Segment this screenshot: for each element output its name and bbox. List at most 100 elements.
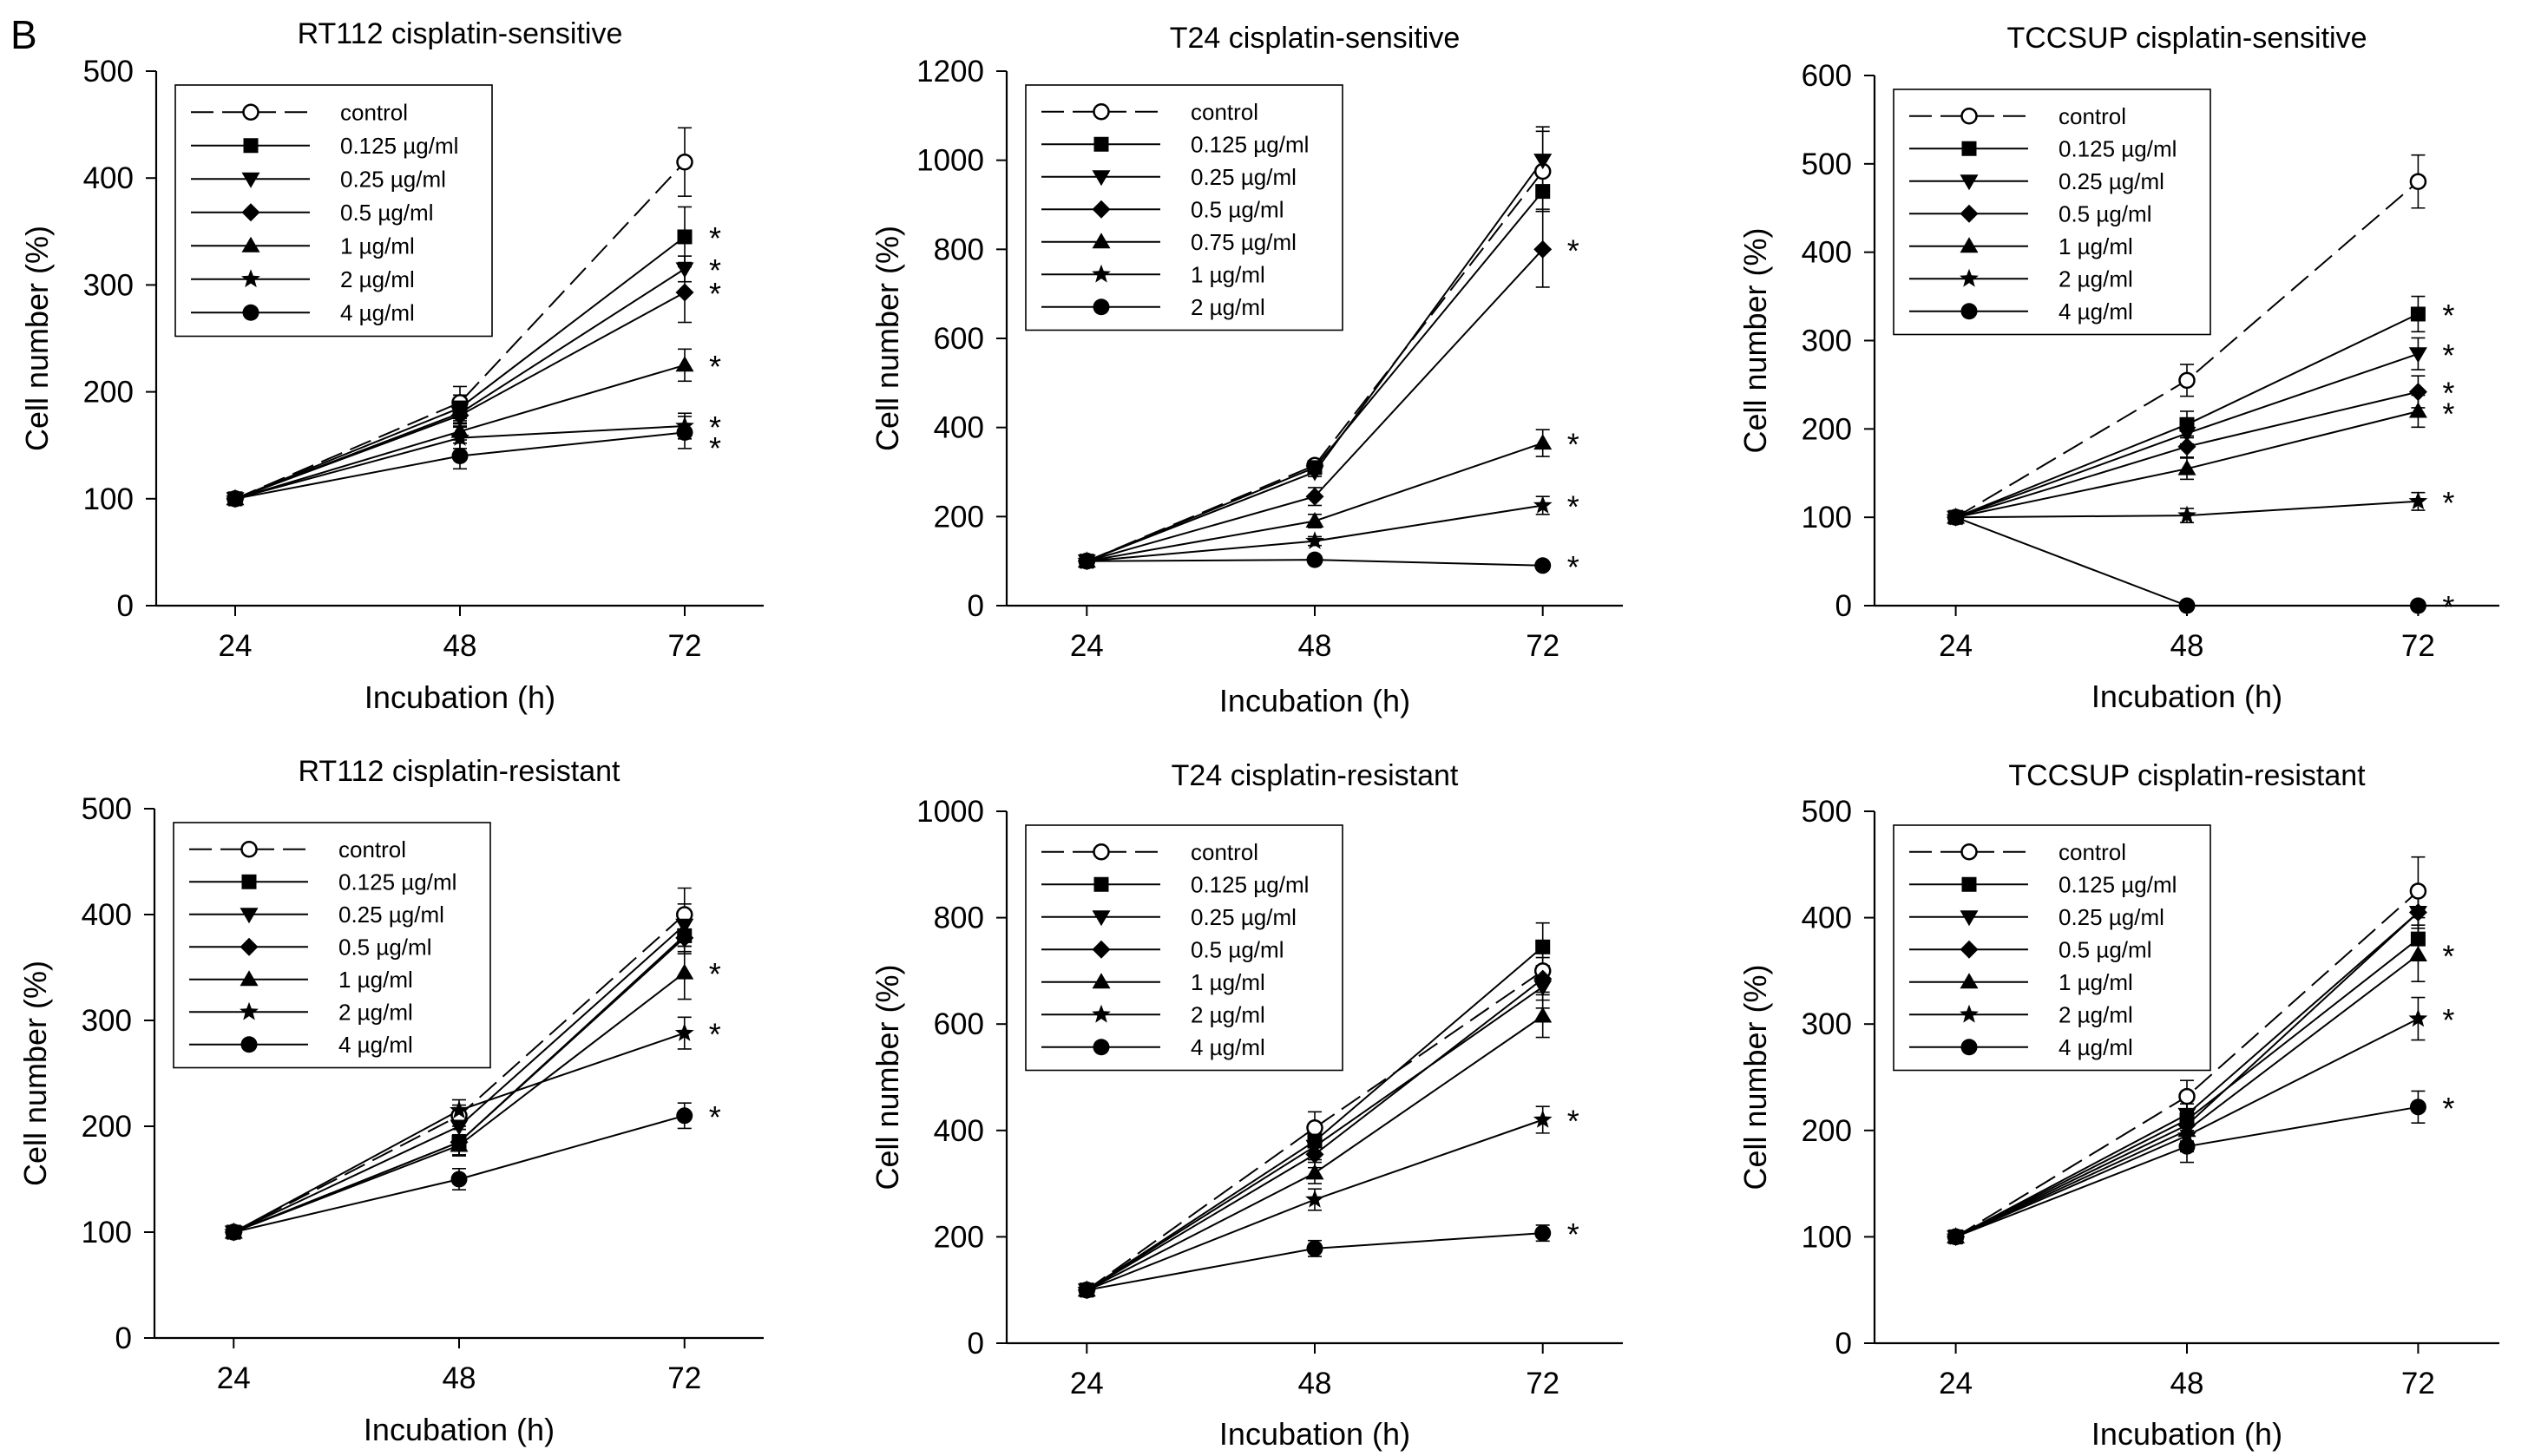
charts-grid: RT112 cisplatin-sensitive 0 100 200 300 400 50… xyxy=(17,17,2499,1452)
y-tick-label: 400 xyxy=(934,411,984,445)
legend-label: 4 µg/ml xyxy=(2059,298,2133,325)
significance-asterisk: * xyxy=(709,253,721,288)
y-tick-label: 600 xyxy=(1802,59,1852,93)
data-point xyxy=(2177,1107,2196,1124)
y-axis-label: Cell number (%) xyxy=(1737,227,1773,453)
legend-label: control xyxy=(340,99,408,125)
legend-label: 4 µg/ml xyxy=(340,299,415,325)
data-point xyxy=(1305,1190,1324,1208)
data-point xyxy=(451,448,469,465)
data-point xyxy=(2177,1125,2196,1144)
chart-2: T24 cisplatin-sensitive 0 200 400 600 800 1000… xyxy=(870,22,1623,718)
significance-asterisk: * xyxy=(1567,489,1579,525)
data-point xyxy=(2409,1099,2426,1116)
legend-label: 0.5 µg/ml xyxy=(340,200,433,226)
data-point xyxy=(675,262,694,279)
significance-asterisk: * xyxy=(1567,233,1579,268)
legend-marker xyxy=(241,874,257,889)
data-point xyxy=(1535,184,1551,200)
y-tick-label: 100 xyxy=(83,482,134,516)
data-point xyxy=(2408,347,2427,364)
data-point xyxy=(1533,969,1553,988)
y-tick-label: 200 xyxy=(83,376,134,410)
chart-title: RT112 cisplatin-sensitive xyxy=(298,17,623,50)
data-point xyxy=(1535,939,1551,954)
legend-marker xyxy=(240,841,258,858)
data-point xyxy=(675,283,694,302)
legend-label: 2 µg/ml xyxy=(1191,1001,1265,1027)
legend-marker xyxy=(241,269,260,288)
legend-label: control xyxy=(2059,103,2126,129)
data-point xyxy=(2178,597,2196,614)
significance-asterisk: * xyxy=(709,956,721,992)
data-point xyxy=(450,428,469,446)
data-point xyxy=(2408,491,2428,510)
y-tick-label: 300 xyxy=(1802,325,1852,358)
legend-label: 0.125 µg/ml xyxy=(1191,871,1309,897)
legend-marker xyxy=(1092,910,1111,927)
legend-marker xyxy=(1960,108,1978,125)
data-point xyxy=(1533,495,1553,514)
significance-asterisk: * xyxy=(709,1017,721,1053)
x-tick-label: 72 xyxy=(668,629,702,663)
legend xyxy=(1893,824,2211,1072)
x-tick-label: 24 xyxy=(1070,1367,1104,1400)
data-point xyxy=(1305,465,1324,482)
significance-asterisk: * xyxy=(709,430,721,466)
data-point xyxy=(2408,383,2427,402)
data-point xyxy=(1533,980,1553,996)
legend-label: 0.5 µg/ml xyxy=(2059,936,2151,962)
legend-label: 2 µg/ml xyxy=(340,266,415,292)
y-tick-label: 1000 xyxy=(916,144,984,178)
legend xyxy=(1025,824,1343,1072)
data-point xyxy=(1305,511,1324,528)
legend-marker xyxy=(1960,1039,1978,1056)
chart-5: T24 cisplatin-resistant 0 200 400 600 800 1000… xyxy=(870,759,1623,1452)
significance-asterisk: * xyxy=(709,220,721,256)
legend-label: 1 µg/ml xyxy=(340,233,415,259)
legend-marker xyxy=(240,908,259,924)
y-tick-label: 200 xyxy=(82,1110,132,1144)
legend-label: 0.5 µg/ml xyxy=(1191,196,1284,222)
legend-marker xyxy=(1092,170,1111,187)
legend-marker xyxy=(1960,910,1979,927)
legend-marker xyxy=(1093,876,1109,892)
data-point xyxy=(1306,1118,1323,1137)
data-point xyxy=(2408,402,2427,418)
data-point xyxy=(676,423,693,441)
legend-marker xyxy=(1960,843,1978,861)
legend-marker xyxy=(1960,268,1979,287)
legend-label: 2 µg/ml xyxy=(338,999,413,1025)
x-tick-label: 48 xyxy=(2170,1367,2204,1400)
legend-marker xyxy=(1092,200,1111,219)
legend-marker xyxy=(243,138,259,154)
y-tick-label: 200 xyxy=(1802,412,1852,446)
chart-4: RT112 cisplatin-resistant 0 100 200 300 400 50… xyxy=(17,755,764,1447)
legend-label: 0.125 µg/ml xyxy=(1191,131,1309,157)
y-tick-label: 400 xyxy=(934,1114,984,1148)
data-point xyxy=(675,963,694,980)
legend-label: control xyxy=(2059,839,2126,865)
legend-label: 0.75 µg/ml xyxy=(1191,229,1297,255)
data-point xyxy=(1533,1110,1553,1128)
x-tick-label: 24 xyxy=(219,629,253,663)
legend-label: 1 µg/ml xyxy=(338,967,413,993)
data-point xyxy=(1533,239,1553,259)
data-point xyxy=(2408,902,2427,921)
data-point xyxy=(1533,1007,1553,1023)
y-tick-label: 0 xyxy=(1835,1327,1852,1361)
legend-marker xyxy=(241,172,260,188)
significance-asterisk: * xyxy=(2442,1091,2454,1126)
legend-marker xyxy=(240,937,259,956)
significance-asterisk: * xyxy=(2442,376,2454,411)
legend-label: 0.25 µg/ml xyxy=(1191,164,1297,190)
significance-asterisk: * xyxy=(709,276,721,312)
chart-title: TCCSUP cisplatin-resistant xyxy=(2008,759,2366,792)
significance-asterisk: * xyxy=(2442,939,2454,974)
data-point xyxy=(1305,1164,1324,1180)
y-tick-label: 500 xyxy=(1802,795,1852,829)
legend-marker xyxy=(1960,973,1979,989)
x-tick-label: 48 xyxy=(1298,629,1332,663)
significance-asterisk: * xyxy=(1567,549,1579,585)
x-axis-label: Incubation (h) xyxy=(364,679,555,715)
